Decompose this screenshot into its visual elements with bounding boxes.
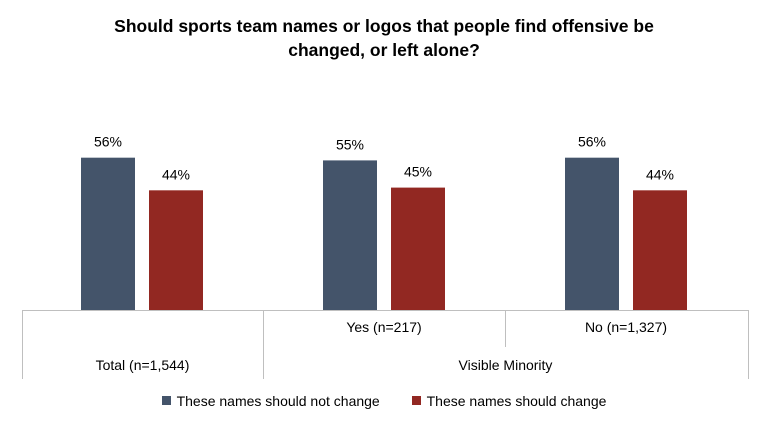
data-label: 56% (578, 134, 606, 150)
data-label: 45% (404, 164, 432, 180)
category-label: No (n=1,327) (585, 319, 667, 335)
legend-label-change: These names should change (426, 392, 607, 409)
bar (323, 160, 377, 310)
data-label: 55% (336, 136, 364, 152)
category-label: Yes (n=217) (346, 319, 421, 335)
legend-swatch-not-change (161, 396, 171, 405)
bar (565, 157, 619, 310)
legend-item-change: These names should change (411, 392, 607, 409)
chart-title: Should sports team names or logos that p… (114, 16, 654, 60)
bar (391, 187, 445, 310)
category-label: Total (n=1,544) (96, 357, 190, 373)
bar (81, 157, 135, 310)
category-group-label: Visible Minority (459, 357, 553, 373)
legend-item-not-change: These names should not change (161, 392, 380, 409)
data-label: 56% (94, 134, 122, 150)
bar (633, 190, 687, 310)
legend: These names should not change These name… (0, 392, 768, 409)
data-label: 44% (162, 166, 190, 182)
legend-label-not-change: These names should not change (176, 392, 380, 409)
bar (149, 190, 203, 310)
legend-swatch-change (411, 396, 421, 405)
data-label: 44% (646, 166, 674, 182)
